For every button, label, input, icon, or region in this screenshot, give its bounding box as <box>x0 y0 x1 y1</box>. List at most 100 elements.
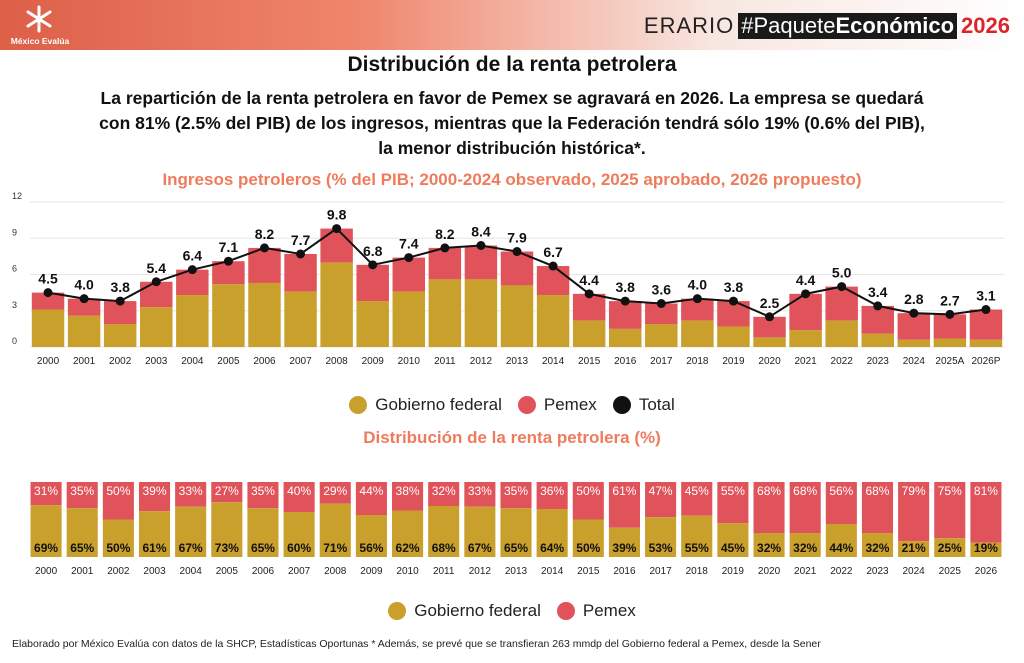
chart2-title: Distribución de la renta petrolera (%) <box>363 428 661 447</box>
gobierno-pct-label: 56% <box>359 541 383 555</box>
pct-bar-gobierno <box>30 505 62 557</box>
pemex-pct-label: 36% <box>540 484 564 498</box>
pct-bar-pemex <box>681 482 713 516</box>
x-tick-label: 2022 <box>831 356 854 367</box>
bar-pemex <box>356 264 389 302</box>
total-data-label: 6.7 <box>543 244 563 260</box>
bar-gobierno <box>320 262 353 347</box>
total-data-label: 3.6 <box>652 282 672 298</box>
brand-hashtag: #Paquete <box>741 13 836 38</box>
gobierno-pct-label: 44% <box>829 541 853 555</box>
pemex-pct-label: 81% <box>974 484 998 498</box>
y-tick-label: 9 <box>12 227 17 237</box>
footer-note: Elaborado por México Evalúa con datos de… <box>12 638 821 650</box>
pct-bar-pemex <box>717 482 749 524</box>
x-tick-label: 2026P <box>972 356 1001 367</box>
x-tick-label: 2007 <box>288 566 311 577</box>
pemex-pct-label: 32% <box>432 484 456 498</box>
pemex-pct-label: 35% <box>70 484 94 498</box>
pemex-pct-label: 45% <box>685 484 709 498</box>
bar-gobierno <box>681 320 714 347</box>
gobierno-pct-label: 71% <box>323 541 347 555</box>
bar-pemex <box>31 292 65 310</box>
pemex-pct-label: 35% <box>251 484 275 498</box>
x-tick-label: 2003 <box>143 566 166 577</box>
pemex-pct-label: 44% <box>359 484 383 498</box>
y-tick-label: 0 <box>12 336 17 346</box>
total-data-label: 7.1 <box>219 239 239 255</box>
total-data-label: 4.5 <box>38 271 58 287</box>
pemex-pct-label: 55% <box>721 484 745 498</box>
total-data-label: 7.4 <box>399 236 419 252</box>
pct-bar-pemex <box>247 482 279 509</box>
gobierno-pct-label: 25% <box>938 541 962 555</box>
pct-bar-gobierno <box>464 506 496 557</box>
pct-bar-pemex <box>102 482 134 520</box>
income-chart: 0 3 6 9 12 2000 2001 2002 2003 2004 2005 2006 2007 20… <box>12 192 1004 367</box>
x-tick-label: 2012 <box>470 356 493 367</box>
total-point <box>656 299 666 308</box>
x-tick-label: 2025 <box>939 566 962 577</box>
total-data-label: 9.8 <box>327 207 347 223</box>
pct-bar-gobierno <box>355 515 387 557</box>
legend-swatch-pemex <box>517 396 536 414</box>
total-point <box>223 256 233 266</box>
legend-label-total: Total <box>638 395 675 414</box>
y-tick-label: 3 <box>12 300 17 310</box>
bar-pemex <box>969 309 1003 340</box>
page-subtitle: La repartición de la renta petrolera en … <box>99 88 925 158</box>
bar-gobierno <box>140 307 173 347</box>
bar-pemex <box>500 251 534 286</box>
bar-pemex <box>103 301 137 325</box>
legend2-item-gobierno: Gobierno federal <box>388 601 541 621</box>
pct-bar-gobierno <box>970 542 1002 557</box>
legend-swatch-total <box>612 396 631 414</box>
total-data-label: 5.4 <box>147 260 167 276</box>
pct-bar-pemex <box>500 482 532 509</box>
pct-bar-gobierno <box>175 506 207 557</box>
x-tick-label: 2019 <box>722 356 745 367</box>
total-point <box>909 308 919 318</box>
pemex-pct-label: 61% <box>612 484 636 498</box>
total-data-label: 2.7 <box>940 292 960 308</box>
pct-bar-pemex <box>392 482 424 511</box>
pct-bar-gobierno <box>645 517 677 557</box>
pemex-pct-label: 27% <box>215 484 239 498</box>
pct-bar-pemex <box>825 482 857 524</box>
gobierno-pct-label: 65% <box>70 541 94 555</box>
bar-pemex <box>608 301 642 329</box>
total-point <box>476 241 486 250</box>
pemex-pct-label: 68% <box>865 484 889 498</box>
x-tick-label: 2002 <box>107 566 130 577</box>
pct-bar-gobierno <box>211 502 243 557</box>
x-tick-label: 2013 <box>505 566 528 577</box>
pct-bar-pemex <box>211 482 243 503</box>
total-point <box>512 247 522 257</box>
legend-swatch-gobierno <box>349 396 368 414</box>
pct-bar-pemex <box>898 482 930 542</box>
pct-bar-gobierno <box>500 508 532 557</box>
pct-bar-gobierno <box>825 524 857 557</box>
gobierno-pct-label: 62% <box>396 541 420 555</box>
x-tick-label: 2014 <box>541 566 564 577</box>
x-tick-label: 2015 <box>577 566 600 577</box>
bar-gobierno <box>31 309 65 347</box>
x-tick-label: 2009 <box>360 566 383 577</box>
x-tick-label: 2021 <box>794 566 817 577</box>
x-tick-label: 2005 <box>216 566 239 577</box>
pct-bar-pemex <box>66 482 98 509</box>
total-point <box>692 294 702 304</box>
bar-pemex <box>248 247 281 283</box>
gobierno-pct-label: 45% <box>721 541 745 555</box>
legend-item-pemex: Pemex <box>517 395 597 415</box>
pct-bar-pemex <box>970 482 1002 543</box>
bar-pemex <box>67 298 101 316</box>
x-tick-label: 2007 <box>289 356 312 367</box>
pct-bar-pemex <box>283 482 315 512</box>
total-point <box>873 301 883 311</box>
pct-bar-gobierno <box>536 509 568 557</box>
bar-gobierno <box>428 279 462 347</box>
bar-gobierno <box>212 284 245 347</box>
pct-bar-gobierno <box>572 519 604 557</box>
gobierno-pct-label: 65% <box>251 541 275 555</box>
